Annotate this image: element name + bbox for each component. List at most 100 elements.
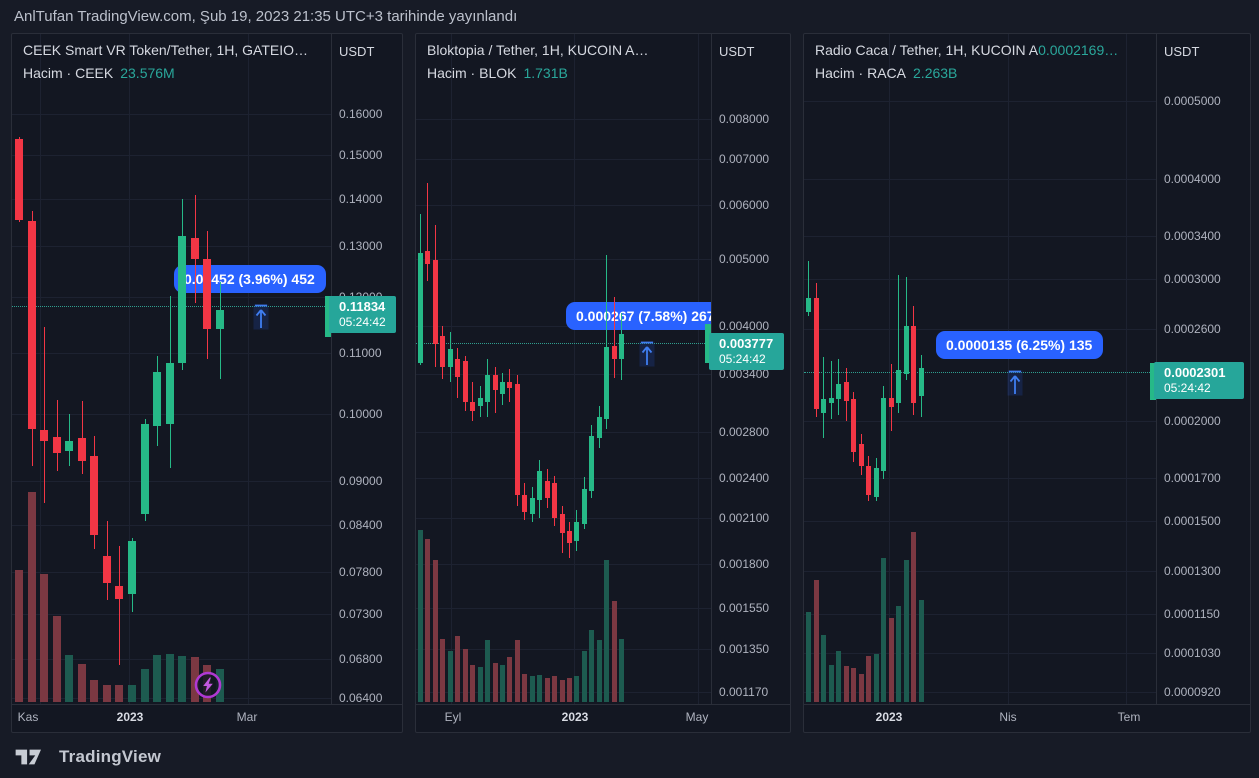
legend-symbol-title: CEEK Smart VR Token/Tether, 1H, GATEIO… (23, 42, 309, 58)
grid-line-horizontal (12, 155, 331, 156)
x-tick-label: Kas (17, 710, 39, 724)
edge-candle (1150, 363, 1156, 400)
x-tick-label: 2023 (875, 710, 903, 724)
volume-bar (814, 580, 819, 702)
candle (15, 139, 23, 220)
arrow-up-marker-icon (253, 304, 269, 336)
grid-line-horizontal (804, 236, 1156, 237)
plot-area[interactable]: 0.00452 (3.96%) 452 (12, 34, 331, 704)
volume-bar (418, 530, 423, 702)
candle (53, 437, 61, 453)
y-tick-label: 0.06800 (339, 652, 383, 666)
volume-study-label: Hacim · CEEK (23, 65, 121, 81)
candle-wick (831, 361, 832, 419)
volume-bar (904, 560, 909, 702)
edge-candle (705, 324, 711, 363)
grid-line-horizontal (804, 421, 1156, 422)
grid-line-horizontal (804, 653, 1156, 654)
volume-bar (440, 639, 445, 702)
y-tick-label: 0.10000 (339, 407, 383, 421)
candle (597, 417, 602, 438)
change-badge: 0.000267 (7.58%) 267 (566, 302, 711, 330)
volume-bar (90, 680, 98, 702)
publish-info: AnlTufan TradingView.com, Şub 19, 2023 2… (14, 8, 518, 25)
candle (866, 466, 871, 495)
y-tick-label: 0.0003400 (1164, 229, 1221, 243)
volume-bar (874, 654, 879, 702)
candle (141, 424, 149, 514)
x-tick-label: 2023 (116, 710, 144, 724)
grid-line-vertical (248, 34, 249, 704)
volume-bar (866, 656, 871, 702)
chart-pane-1[interactable]: 0.00452 (3.96%) 452 USDT 0.16000 0.15000 0.1… (11, 33, 403, 733)
volume-bar (40, 574, 48, 702)
legend-volume-row: Hacim · CEEK 23.576M (23, 65, 175, 81)
candle-wick (57, 400, 58, 471)
candle (604, 347, 609, 419)
grid-line-vertical (129, 34, 130, 704)
chart-pane-2[interactable]: 0.000267 (7.58%) 267 USDT 0.008000 0.007000… (415, 33, 791, 733)
volume-bar (851, 668, 856, 702)
candle-wick (898, 275, 899, 413)
grid-line-vertical (889, 34, 890, 704)
candle (919, 368, 924, 396)
x-tick-label: 2023 (561, 710, 589, 724)
y-tick-label: 0.0001700 (1164, 471, 1221, 485)
y-tick-label: 0.0004000 (1164, 172, 1221, 186)
candle (515, 384, 520, 495)
y-tick-label: 0.06400 (339, 691, 383, 705)
candle (485, 375, 490, 402)
volume-bar (493, 663, 498, 702)
last-price-label: 0.003777 05:24:42 (709, 333, 784, 370)
grid-line-horizontal (416, 205, 711, 206)
y-tick-label: 0.002400 (719, 471, 770, 485)
arrow-up-marker-icon (1007, 370, 1023, 402)
volume-bar (859, 674, 864, 702)
plot-area[interactable]: 0.0000135 (6.25%) 135 (804, 34, 1156, 704)
candle-wick (220, 282, 221, 379)
volume-bar (836, 651, 841, 702)
grid-line-horizontal (12, 614, 331, 615)
candle (128, 541, 136, 594)
last-price-line (804, 372, 1156, 373)
candle (589, 436, 594, 491)
arrow-up-marker-icon (639, 341, 655, 373)
volume-bar (821, 635, 826, 702)
y-tick-label: 0.007000 (719, 152, 770, 166)
candle (455, 359, 460, 377)
bar-countdown: 05:24:42 (719, 352, 766, 366)
candle (191, 238, 199, 259)
grid-line-horizontal (12, 481, 331, 482)
candle (844, 382, 849, 401)
x-tick-label: Eyl (444, 710, 462, 724)
candle (874, 468, 879, 497)
plot-area[interactable]: 0.000267 (7.58%) 267 (416, 34, 711, 704)
volume-bar (65, 655, 73, 702)
candle-wick (614, 297, 615, 378)
lightning-icon[interactable] (193, 670, 223, 704)
chart-pane-3[interactable]: 0.0000135 (6.25%) 135 USDT 0.0005000 0.0004… (803, 33, 1251, 733)
volume-bar (103, 685, 111, 702)
candle (814, 298, 819, 409)
volume-bar (141, 669, 149, 702)
volume-bar (889, 618, 894, 702)
y-tick-label: 0.0005000 (1164, 94, 1221, 108)
grid-line-horizontal (12, 297, 331, 298)
grid-line-vertical (698, 34, 699, 704)
x-tick-label: Tem (1117, 710, 1141, 724)
tradingview-logo-icon[interactable] (14, 746, 50, 768)
grid-line-vertical (451, 34, 452, 704)
tradingview-brand-text[interactable]: TradingView (59, 746, 162, 766)
candle (448, 349, 453, 367)
y-tick-label: 0.15000 (339, 148, 383, 162)
volume-bar (919, 600, 924, 702)
candle-wick (82, 401, 83, 474)
grid-line-horizontal (416, 564, 711, 565)
grid-line-horizontal (416, 432, 711, 433)
candle (567, 531, 572, 543)
candle (425, 251, 430, 264)
y-tick-label: 0.0001150 (1164, 607, 1220, 621)
volume-bar (597, 640, 602, 702)
volume-bar (178, 656, 186, 702)
volume-bar (153, 655, 161, 702)
